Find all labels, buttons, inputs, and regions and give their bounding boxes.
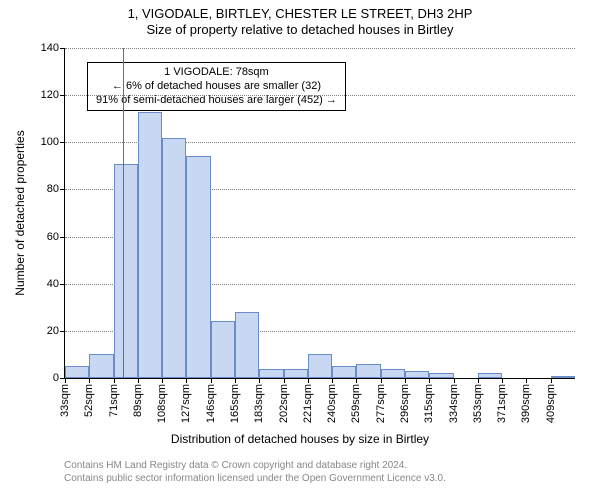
histogram-bar (211, 321, 235, 378)
histogram-bar (65, 366, 89, 378)
xtick-label: 127sqm (180, 384, 192, 423)
xtick-label: 165sqm (229, 384, 241, 423)
histogram-bar (478, 373, 502, 378)
xtick-mark (186, 378, 187, 383)
footer-line-2: Contains public sector information licen… (64, 473, 446, 486)
histogram-bar (429, 373, 453, 378)
title-line-2: Size of property relative to detached ho… (0, 22, 600, 38)
gridline (65, 95, 575, 96)
footer-line-1: Contains HM Land Registry data © Crown c… (64, 460, 446, 473)
histogram-bar (259, 369, 283, 378)
xtick-label: 52sqm (83, 384, 95, 417)
ytick-label: 20 (47, 325, 65, 337)
xtick-label: 108sqm (156, 384, 168, 423)
xtick-label: 371sqm (496, 384, 508, 423)
chart-container: 1, VIGODALE, BIRTLEY, CHESTER LE STREET,… (0, 0, 600, 500)
xtick-label: 183sqm (253, 384, 265, 423)
xtick-mark (114, 378, 115, 383)
histogram-bar (284, 369, 308, 378)
xtick-label: 409sqm (545, 384, 557, 423)
xtick-label: 240sqm (326, 384, 338, 423)
ytick-label: 0 (53, 372, 65, 384)
ytick-label: 120 (41, 89, 65, 101)
plot-area: 1 VIGODALE: 78sqm ← 6% of detached house… (64, 48, 575, 379)
xtick-mark (89, 378, 90, 383)
histogram-bar (332, 366, 356, 378)
histogram-bar (186, 156, 210, 378)
histogram-bar (308, 354, 332, 378)
xtick-mark (308, 378, 309, 383)
xtick-mark (526, 378, 527, 383)
xtick-label: 334sqm (448, 384, 460, 423)
gridline (65, 48, 575, 49)
xtick-mark (551, 378, 552, 383)
histogram-bar (551, 376, 575, 378)
xtick-label: 146sqm (205, 384, 217, 423)
histogram-bar (138, 112, 162, 378)
xtick-label: 71sqm (108, 384, 120, 417)
footer: Contains HM Land Registry data © Crown c… (64, 460, 446, 485)
ytick-label: 40 (47, 278, 65, 290)
xtick-mark (284, 378, 285, 383)
histogram-bar (162, 138, 186, 378)
histogram-bar (89, 354, 113, 378)
ytick-label: 60 (47, 231, 65, 243)
xtick-label: 390sqm (520, 384, 532, 423)
ytick-label: 100 (41, 136, 65, 148)
xtick-label: 353sqm (472, 384, 484, 423)
annotation-box: 1 VIGODALE: 78sqm ← 6% of detached house… (87, 62, 346, 111)
xtick-mark (429, 378, 430, 383)
histogram-bar (405, 371, 429, 378)
xtick-mark (478, 378, 479, 383)
xtick-mark (405, 378, 406, 383)
xtick-mark (138, 378, 139, 383)
xtick-label: 221sqm (302, 384, 314, 423)
xtick-mark (332, 378, 333, 383)
xtick-mark (502, 378, 503, 383)
xtick-label: 202sqm (278, 384, 290, 423)
title-block: 1, VIGODALE, BIRTLEY, CHESTER LE STREET,… (0, 6, 600, 37)
xtick-label: 315sqm (423, 384, 435, 423)
xtick-mark (65, 378, 66, 383)
xtick-mark (356, 378, 357, 383)
xtick-mark (162, 378, 163, 383)
reference-line (123, 48, 124, 378)
annotation-line-2: ← 6% of detached houses are smaller (32) (96, 80, 337, 94)
histogram-bar (381, 369, 405, 378)
xtick-label: 89sqm (132, 384, 144, 417)
xtick-label: 277sqm (375, 384, 387, 423)
xtick-label: 296sqm (399, 384, 411, 423)
annotation-line-1: 1 VIGODALE: 78sqm (96, 66, 337, 80)
xtick-mark (454, 378, 455, 383)
y-axis-label: Number of detached properties (13, 130, 27, 295)
xtick-mark (259, 378, 260, 383)
histogram-bar (356, 364, 380, 378)
histogram-bar (235, 312, 259, 378)
ytick-label: 140 (41, 42, 65, 54)
xtick-mark (235, 378, 236, 383)
xtick-label: 33sqm (59, 384, 71, 417)
x-axis-label: Distribution of detached houses by size … (0, 432, 600, 446)
xtick-mark (211, 378, 212, 383)
xtick-label: 259sqm (350, 384, 362, 423)
xtick-mark (381, 378, 382, 383)
ytick-label: 80 (47, 183, 65, 195)
histogram-bar (114, 164, 138, 379)
title-line-1: 1, VIGODALE, BIRTLEY, CHESTER LE STREET,… (0, 6, 600, 22)
